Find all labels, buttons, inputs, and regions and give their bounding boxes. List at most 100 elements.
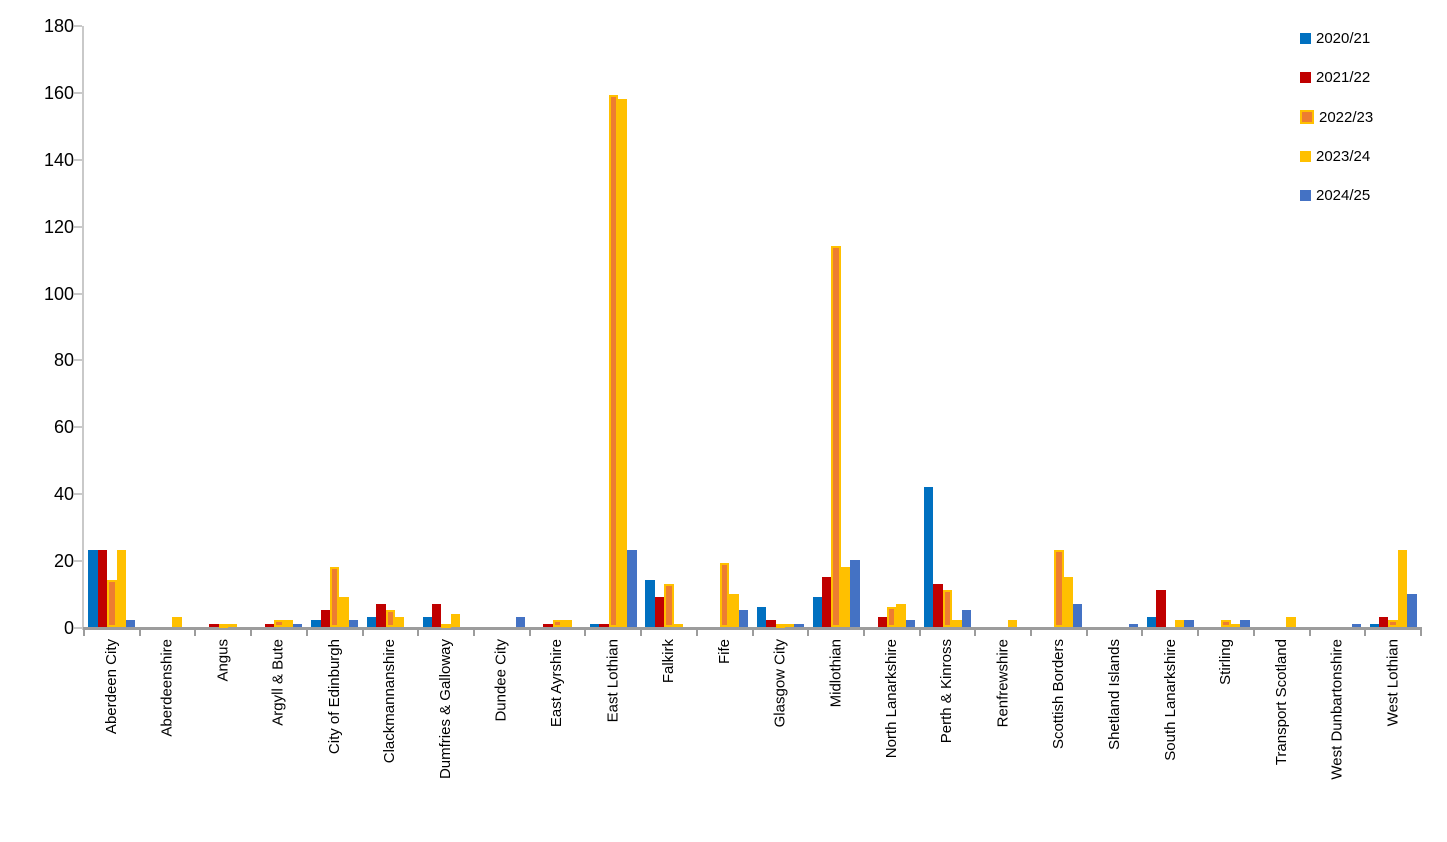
x-axis-category-label: Glasgow City — [771, 639, 789, 728]
y-axis-tick-label: 40 — [53, 484, 74, 505]
y-axis-tick-label: 100 — [43, 283, 74, 304]
x-axis-tick — [138, 627, 141, 636]
bar-2020-21-13 — [812, 596, 822, 627]
bar-2023-24-13 — [840, 566, 851, 627]
x-axis-category-label: West Lothian — [1384, 639, 1402, 727]
bar-2020-21-19 — [1146, 616, 1157, 627]
x-axis-tick — [361, 627, 364, 636]
bar-2021-22-10 — [654, 596, 665, 627]
x-axis-tick — [194, 627, 197, 636]
legend-label: 2020/21 — [1316, 30, 1371, 47]
x-axis-tick — [1085, 627, 1088, 636]
x-axis-tick — [1197, 627, 1200, 636]
x-axis-tick — [1420, 627, 1422, 636]
bar-2023-24-11 — [729, 593, 739, 627]
bar-2024-25-20 — [1240, 620, 1250, 627]
bar-2024-25-18 — [1128, 623, 1139, 627]
x-axis-category-label: Falkirk — [659, 639, 677, 684]
x-axis-tick — [1030, 627, 1033, 636]
legend-label: 2024/25 — [1316, 187, 1371, 205]
bar-2021-22-2 — [209, 623, 219, 627]
x-axis-category-label: Angus — [214, 639, 232, 682]
bar-2021-22-6 — [432, 603, 442, 627]
bar-2022-23-9 — [608, 95, 618, 627]
bar-2023-24-20 — [1230, 623, 1241, 627]
y-axis-tick — [74, 560, 82, 563]
y-axis-tick-label: 160 — [43, 82, 74, 103]
bar-2023-24-16 — [1007, 620, 1018, 627]
x-axis-category-label: Aberdeenshire — [158, 639, 176, 737]
bar-2023-24-2 — [227, 623, 238, 627]
bar-2024-25-7 — [515, 616, 526, 627]
y-axis-tick-label: 60 — [53, 417, 74, 438]
bar-2021-22-5 — [376, 603, 386, 627]
x-axis-category-label: Transport Scotland — [1272, 639, 1290, 766]
bar-2021-22-12 — [766, 620, 776, 627]
x-axis-category-label: City of Edinburgh — [325, 639, 343, 755]
bar-2022-23-14 — [887, 606, 897, 627]
bar-2024-25-14 — [905, 620, 916, 627]
y-axis-tick — [74, 426, 82, 429]
x-axis-category-label: South Lanarkshire — [1161, 639, 1179, 761]
y-axis-tick — [74, 91, 82, 94]
x-axis-category-label: Argyll & Bute — [269, 639, 287, 726]
bar-2022-23-0 — [107, 580, 117, 627]
bar-2023-24-14 — [896, 603, 906, 627]
bar-2022-23-20 — [1221, 620, 1231, 627]
bar-2021-22-8 — [543, 623, 553, 627]
bar-2020-21-15 — [923, 486, 934, 627]
x-axis-category-label: East Lothian — [604, 639, 622, 723]
x-axis-tick — [918, 627, 921, 636]
y-axis-tick-label: 20 — [53, 551, 74, 572]
x-axis-tick — [305, 627, 308, 636]
bar-2024-25-11 — [738, 610, 749, 627]
y-axis-tick — [74, 493, 82, 496]
legend-label: 2023/24 — [1316, 147, 1371, 165]
bar-2020-21-12 — [756, 606, 767, 627]
x-axis-tick — [1308, 627, 1311, 636]
bar-2023-24-17 — [1063, 576, 1073, 627]
x-axis-category-label: West Dunbartonshire — [1328, 639, 1346, 780]
bar-2023-24-1 — [172, 616, 182, 627]
bar-2023-24-3 — [283, 620, 294, 627]
bar-2022-23-3 — [274, 620, 284, 627]
bar-2020-21-9 — [589, 623, 600, 627]
x-axis-tick — [751, 627, 754, 636]
x-axis-tick — [1364, 627, 1367, 636]
bar-2020-21-23 — [1369, 623, 1380, 627]
bar-2024-25-0 — [125, 620, 136, 627]
bar-2022-23-11 — [719, 563, 730, 627]
bar-2021-22-14 — [877, 616, 888, 627]
legend-label: 2021/22 — [1316, 69, 1371, 87]
x-axis-category-label: North Lanarkshire — [882, 639, 900, 759]
bar-2020-21-4 — [311, 620, 321, 627]
x-axis-category-label: Dundee City — [492, 639, 510, 722]
x-axis-tick — [417, 627, 420, 636]
bar-2022-23-4 — [329, 566, 340, 627]
legend-item-2024-25: 2024/25 — [1300, 187, 1370, 204]
bar-2022-23-15 — [942, 590, 953, 627]
bar-2024-25-3 — [293, 623, 303, 627]
legend-marker-2022-23 — [1300, 110, 1314, 125]
bar-2022-23-17 — [1054, 550, 1064, 627]
x-axis-tick — [695, 627, 698, 636]
bar-2023-24-21 — [1286, 616, 1296, 627]
bar-2024-25-22 — [1351, 623, 1361, 627]
bar-2023-24-15 — [952, 620, 962, 627]
bar-2023-24-6 — [450, 613, 461, 627]
bar-2023-24-4 — [339, 596, 349, 627]
bar-2022-23-8 — [552, 620, 563, 627]
x-axis-tick — [640, 627, 643, 636]
x-axis-category-label: Clackmannanshire — [381, 639, 399, 764]
x-axis-tick — [974, 627, 977, 636]
bar-2023-24-19 — [1175, 620, 1185, 627]
x-axis-category-label: Scottish Borders — [1049, 639, 1067, 750]
x-axis-tick — [528, 627, 531, 636]
bar-2022-23-23 — [1388, 620, 1398, 627]
bar-2021-22-9 — [599, 623, 609, 627]
bar-2024-25-13 — [850, 560, 860, 627]
bar-2023-24-12 — [785, 623, 795, 627]
x-axis-tick — [862, 627, 865, 636]
y-axis-tick — [74, 25, 82, 27]
bar-2023-24-0 — [116, 550, 126, 627]
